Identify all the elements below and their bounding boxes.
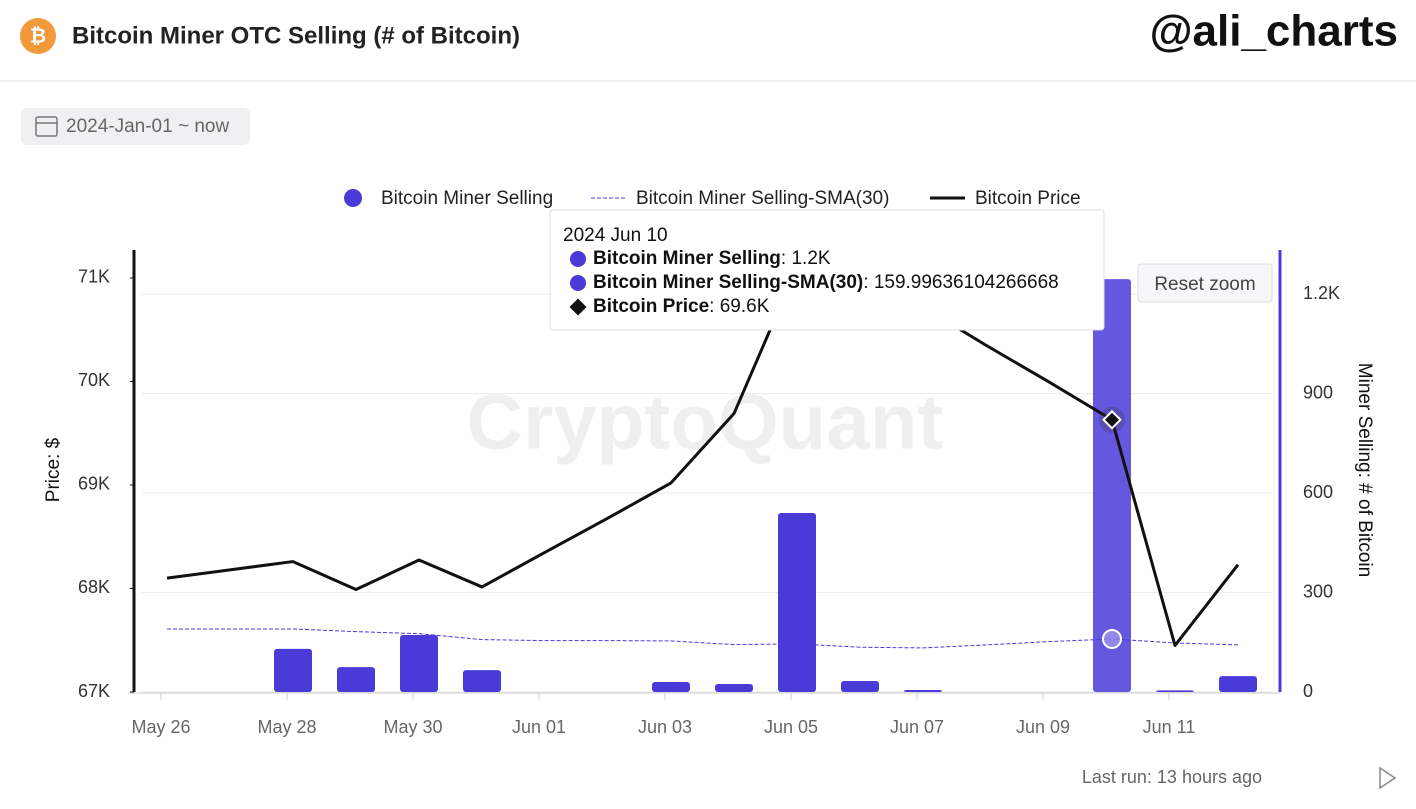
- plot: 0 300 600 900 1.2K 67K 68K 69K 70K 71K Price: $ Min…: [43, 250, 1375, 737]
- y2-tick-label: 1.2K: [1303, 283, 1340, 303]
- x-tick-label: Jun 07: [890, 717, 944, 737]
- tooltip-sep: :: [863, 272, 874, 293]
- tooltip-marker: [570, 251, 586, 267]
- bar[interactable]: [778, 512, 816, 692]
- tooltip-sep: :: [709, 296, 720, 317]
- y2-tick-label: 600: [1303, 482, 1333, 502]
- y2-tick-label: 300: [1303, 581, 1333, 601]
- x-tick-label: Jun 03: [638, 717, 692, 737]
- y2-axis-title: Miner Selling: # of Bitcoin: [1354, 363, 1375, 577]
- price-hover-marker: [1102, 409, 1122, 430]
- handle: @ali_charts: [1150, 7, 1398, 56]
- bar[interactable]: [274, 648, 312, 692]
- price-line: [166, 266, 1240, 647]
- x-tick-label: May 28: [257, 717, 316, 737]
- sma-line: [167, 628, 1239, 649]
- tooltip-row: Bitcoin Miner Selling: 1.2K: [593, 248, 831, 269]
- calendar-icon: [35, 116, 58, 137]
- bar[interactable]: [400, 634, 438, 692]
- x-tick-label: Jun 11: [1143, 717, 1196, 737]
- tooltip-marker: [569, 298, 587, 316]
- legend-label[interactable]: Bitcoin Miner Selling-SMA(30): [636, 188, 889, 209]
- date-pill[interactable]: [21, 108, 250, 145]
- footer: Last run: 13 hours ago: [1082, 767, 1262, 787]
- y-tick-label: 71K: [78, 267, 110, 287]
- bar[interactable]: [337, 667, 375, 692]
- y-tick-label: 68K: [78, 577, 110, 597]
- x-tick-label: Jun 01: [512, 717, 566, 737]
- tooltip: [549, 209, 1105, 331]
- x-tick-label: Jun 05: [764, 717, 818, 737]
- x-tick-label: May 26: [131, 717, 190, 737]
- bar[interactable]: [1093, 279, 1131, 692]
- y-tick-label: 70K: [78, 370, 110, 390]
- bitcoin-logo: [20, 18, 56, 54]
- bar[interactable]: [715, 684, 753, 692]
- tooltip-row: Bitcoin Price: 69.6K: [593, 296, 770, 317]
- tooltip-series-name: Bitcoin Miner Selling: [593, 248, 781, 269]
- tooltip-title: 2024 Jun 10: [563, 225, 668, 246]
- tooltip-row: Bitcoin Miner Selling-SMA(30): 159.99636…: [593, 272, 1059, 293]
- y2-tick-label: 900: [1303, 382, 1333, 402]
- tooltip-series-name: Bitcoin Miner Selling-SMA(30): [593, 272, 863, 293]
- reset-zoom-label[interactable]: Reset zoom: [1154, 274, 1255, 295]
- tooltip-marker: [570, 275, 586, 291]
- x-tick-label: Jun 09: [1016, 717, 1070, 737]
- y-tick-label: 67K: [78, 681, 110, 701]
- y2-tick-label: 0: [1303, 681, 1313, 701]
- bar[interactable]: [1219, 676, 1257, 692]
- overlay: Bitcoin Miner Selling Bitcoin Miner Selli…: [344, 188, 1273, 649]
- page-title: Bitcoin Miner OTC Selling (# of Bitcoin): [72, 22, 520, 49]
- watermark: CryptoQuant: [467, 378, 944, 466]
- sma-hover-marker: [1102, 628, 1122, 649]
- tooltip-value: 159.99636104266668: [874, 272, 1059, 293]
- tooltip-value: 69.6K: [720, 296, 770, 317]
- legend-label[interactable]: Bitcoin Miner Selling: [381, 188, 553, 209]
- date-range: 2024-Jan-01 ~ now: [66, 116, 229, 137]
- bar[interactable]: [904, 690, 942, 692]
- logo-glyph: ₿: [30, 25, 46, 47]
- bar[interactable]: [463, 670, 501, 692]
- bar[interactable]: [1156, 690, 1194, 692]
- tooltip-sep: :: [781, 248, 792, 269]
- y-axis-title: Price: $: [43, 437, 64, 502]
- reset-zoom-button[interactable]: [1137, 263, 1273, 303]
- tooltip-value: 1.2K: [791, 248, 830, 269]
- y-tick-label: 69K: [78, 474, 110, 494]
- legend-marker[interactable]: [344, 189, 362, 207]
- bar[interactable]: [652, 682, 690, 692]
- run-icon[interactable]: [1379, 766, 1397, 790]
- legend-label[interactable]: Bitcoin Price: [975, 188, 1081, 209]
- tooltip-series-name: Bitcoin Price: [593, 296, 709, 317]
- bar[interactable]: [841, 681, 879, 692]
- x-tick-label: May 30: [383, 717, 442, 737]
